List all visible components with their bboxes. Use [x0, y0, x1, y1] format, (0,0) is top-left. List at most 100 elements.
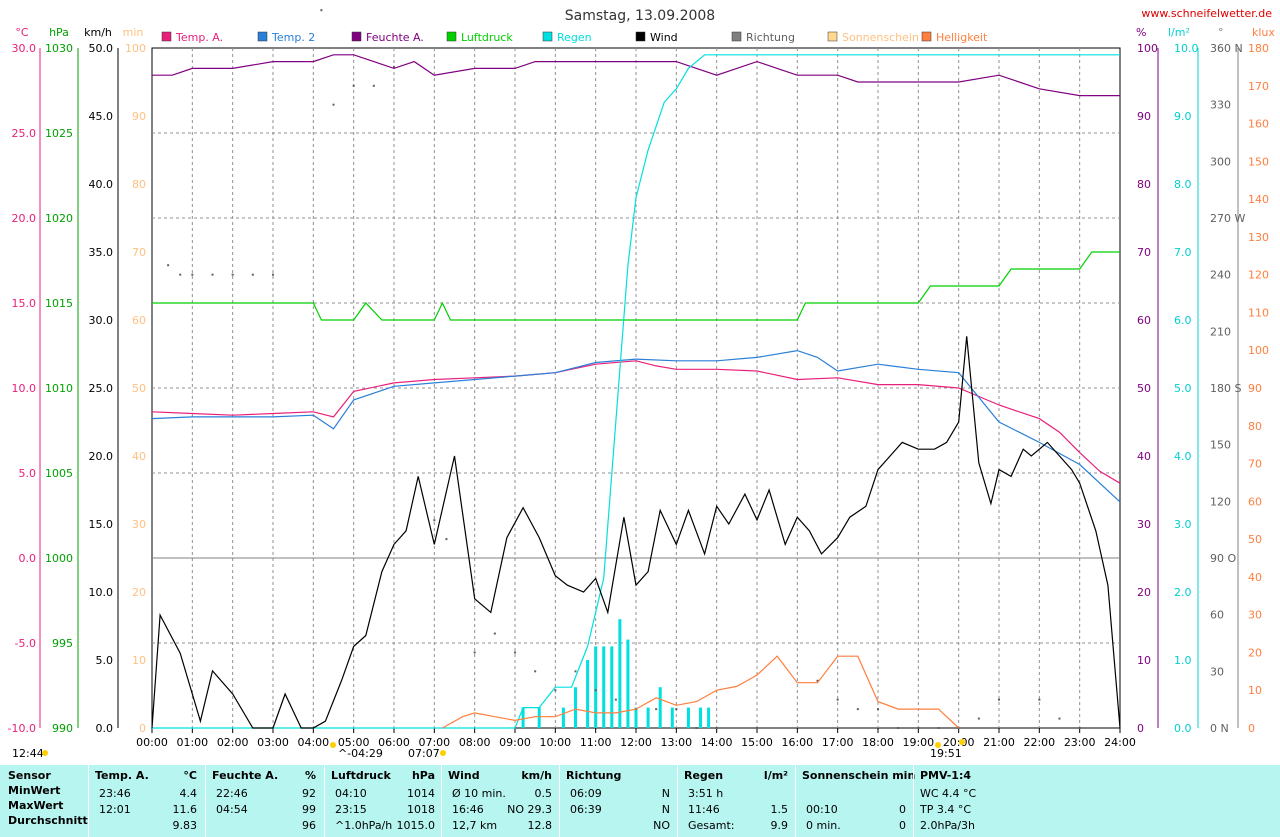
humidity-tick: 20	[1137, 586, 1151, 599]
x-tick-label: 19:00	[902, 736, 934, 749]
lux-tick: 180	[1248, 42, 1269, 55]
stats-time-wind: Ø 10 min.	[452, 787, 506, 800]
lux-tick: 0	[1248, 722, 1255, 735]
pressure-tick: 1015	[45, 297, 73, 310]
legend-swatch	[827, 31, 838, 42]
stats-time-rain: Gesamt:	[688, 819, 735, 832]
legend-swatch	[731, 31, 742, 42]
sun-start-label: 12:44	[12, 747, 44, 760]
stats-time-rain: 11:46	[688, 803, 720, 816]
statistics-table: Sensor MinWert MaxWert Durchschnitt Temp…	[0, 765, 1280, 837]
stats-unit-wind: km/h	[521, 769, 552, 782]
direction-tick: 150	[1210, 439, 1231, 452]
rain-tick: 9.0	[1174, 110, 1192, 123]
temp-tick: -10.0	[8, 722, 36, 735]
x-tick-label: 12:00	[620, 736, 652, 749]
legend-swatch	[542, 31, 553, 42]
direction-point	[856, 708, 859, 711]
stats-label-min: MinWert	[8, 784, 61, 797]
stats-header-humidity: Feuchte A.	[212, 769, 279, 782]
legend-label: Feuchte A.	[366, 31, 424, 44]
x-tick-label: 10:00	[539, 736, 571, 749]
lux-tick: 30	[1248, 609, 1262, 622]
sun-tick: 80	[132, 178, 146, 191]
humidity-tick: 40	[1137, 450, 1151, 463]
wind-tick: 40.0	[89, 178, 114, 191]
x-tick-label: 24:00	[1104, 736, 1136, 749]
direction-tick: 60	[1210, 609, 1224, 622]
direction-point	[1078, 727, 1081, 729]
direction-tick: 180 S	[1210, 382, 1241, 395]
rain-bar	[707, 707, 711, 728]
stats-time-direction: 06:09	[570, 787, 602, 800]
rain-bar	[521, 707, 525, 728]
stats-value-pressure: 1014	[407, 787, 435, 800]
rain-unit: l/m²	[1168, 26, 1190, 39]
x-tick-label: 00:00	[136, 736, 168, 749]
rain-bar	[658, 687, 662, 728]
stats-value-humidity: 99	[302, 803, 316, 816]
stats-time-pressure: 23:15	[335, 803, 367, 816]
x-tick-label: 06:00	[378, 736, 410, 749]
wind-tick: 30.0	[89, 314, 114, 327]
direction-point	[445, 538, 448, 541]
rain-bar	[586, 660, 590, 728]
weather-chart: Samstag, 13.09.2008 www.schneifelwetter.d…	[8, 7, 1276, 760]
direction-point	[594, 689, 597, 692]
rain-bar	[574, 687, 577, 728]
sun-unit: min	[123, 26, 144, 39]
direction-point	[167, 264, 170, 267]
direction-tick: 300	[1210, 155, 1231, 168]
wind-tick: 15.0	[89, 518, 114, 531]
wind-tick: 35.0	[89, 246, 114, 259]
wind-tick: 10.0	[89, 586, 114, 599]
stats-header-rain: Regen	[684, 769, 724, 782]
direction-point	[554, 689, 557, 692]
sun-tick: 10	[132, 654, 146, 667]
x-tick-label: 05:00	[338, 736, 370, 749]
wind-tick: 20.0	[89, 450, 114, 463]
temp-tick: 0.0	[19, 552, 37, 565]
direction-point	[320, 9, 323, 12]
direction-point	[715, 727, 718, 729]
rain-bar	[610, 646, 614, 728]
direction-tick: 270 W	[1210, 212, 1245, 225]
temp-tick: 15.0	[12, 297, 37, 310]
humidity-tick: 30	[1137, 518, 1151, 531]
series-line-temp-2	[151, 349, 1121, 503]
sun-tick: 90	[132, 110, 146, 123]
x-tick-label: 21:00	[983, 736, 1015, 749]
lux-tick: 120	[1248, 269, 1269, 282]
legend-label: Temp. A.	[175, 31, 223, 44]
stats-column-divider	[324, 765, 325, 837]
legend-swatch	[446, 31, 457, 42]
stats-column-divider	[913, 765, 914, 837]
sun-marker-icon	[959, 739, 965, 745]
lux-tick: 50	[1248, 533, 1262, 546]
direction-point	[251, 273, 254, 276]
humidity-tick: 80	[1137, 178, 1151, 191]
rain-bar	[686, 707, 690, 728]
series-line-regen	[152, 54, 1120, 729]
sun-tick: 70	[132, 246, 146, 259]
x-tick-label: 04:00	[297, 736, 329, 749]
stats-time-wind: 12,7 km	[452, 819, 498, 832]
direction-point	[816, 679, 819, 682]
rain-bar	[626, 639, 630, 728]
rain-tick: 10.0	[1174, 42, 1199, 55]
stats-header-direction: Richtung	[566, 769, 622, 782]
stats-time-rain: 3:51 h	[688, 787, 724, 800]
direction-point	[655, 708, 658, 711]
x-tick-label: 09:00	[499, 736, 531, 749]
stats-column-divider	[205, 765, 206, 837]
stats-value-pressure: 1015.0	[396, 819, 436, 832]
rain-tick: 5.0	[1174, 382, 1192, 395]
stats-pmv-value: TP 3.4 °C	[920, 803, 972, 816]
sun-tick: 0	[139, 722, 146, 735]
lux-tick: 10	[1248, 684, 1262, 697]
rain-bar	[561, 707, 565, 728]
x-tick-label: 18:00	[862, 736, 894, 749]
rain-bar	[594, 646, 598, 728]
stats-value-wind: 0.5	[534, 787, 553, 800]
direction-tick: 90 O	[1210, 552, 1236, 565]
